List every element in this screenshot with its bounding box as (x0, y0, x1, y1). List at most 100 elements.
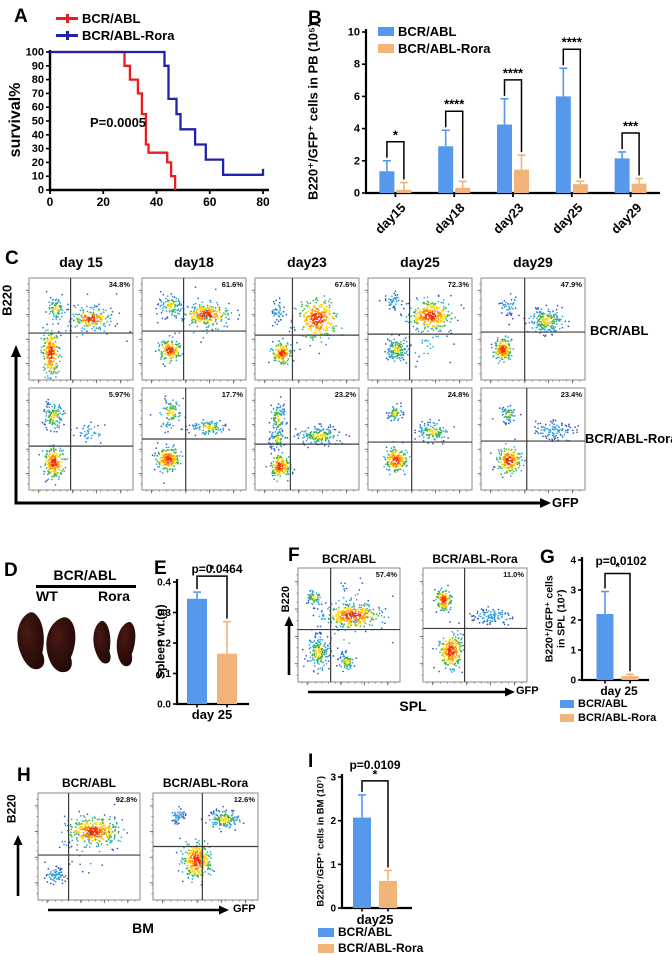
y-tick-label: 0.1 (157, 669, 171, 680)
flow-title-bcrabl-rora: BCR/ABL-Rora (162, 776, 249, 790)
panel-g-pvalue: p=0.0102 (595, 554, 647, 568)
y-tick-label: 20 (32, 157, 44, 169)
col-title-day29: day29 (513, 254, 553, 270)
flow-plot: 47.9% (477, 277, 586, 384)
spleen-photo-item (46, 617, 76, 673)
col-title-day15: day 15 (59, 254, 103, 270)
legend-item-bcrabl-rora: BCR/ABL-Rora (56, 28, 174, 43)
bar (187, 598, 207, 704)
flow-title-bcrabl: BCR/ABL (322, 552, 376, 566)
bar (379, 880, 397, 908)
panel-a-ylabel: survival% (7, 82, 25, 158)
sub-label-rora: Rora (98, 588, 130, 604)
panel-c: 34.8% 61.6% 67.6% 72.3% 47.9% 5.97% 17.7% 23.2%… (0, 245, 672, 537)
x-tick-label: 20 (97, 195, 111, 209)
row-label-bcrabl-rora: BCR/ABL-Rora (585, 431, 672, 446)
legend-swatch (378, 27, 394, 36)
x-tick-label: 40 (150, 195, 164, 209)
col-title-day18: day18 (174, 254, 214, 270)
legend-item-bcrabl: BCR/ABL (56, 11, 174, 26)
y-tick-label: 2 (354, 155, 360, 167)
legend-swatch (318, 927, 334, 937)
y-tick-label: 0 (38, 185, 44, 197)
panel-d: D BCR/ABL WT Rora (0, 555, 152, 720)
y-tick-label: 90 (32, 60, 44, 72)
panel-g-legend: BCR/ABL BCR/ABL-Rora (560, 698, 656, 726)
spleen-photo (17, 612, 136, 673)
y-tick-label: 0.3 (157, 608, 171, 619)
significance-stars: * (615, 560, 620, 574)
y-tick-label: 0 (354, 188, 360, 200)
quadrant-percentage: 92.8% (116, 795, 138, 804)
bar (497, 124, 512, 193)
panel-i: 0 1 2 3 * I p=0.0109 B220⁺/GFP⁺ cells in BM … (300, 745, 510, 955)
y-tick-label: 3 (330, 773, 336, 784)
flow-plot: 92.8% (34, 792, 141, 904)
quadrant-percentage: 23.4% (561, 390, 583, 399)
spl-bar-chart: 0 1 2 3 4 * (570, 556, 649, 687)
y-tick-label: 3 (570, 586, 576, 597)
y-tick-label: 60 (32, 102, 44, 114)
legend-swatch (560, 700, 574, 708)
quadrant-percentage: 47.9% (561, 280, 583, 289)
censor-tick-icon (65, 14, 69, 23)
panel-a: 0 10 20 30 40 50 60 70 80 90 100 0 20 40 60 80 A BCR/AB… (0, 0, 290, 240)
y-tick-label: 70 (32, 88, 44, 100)
panel-b-label: B (308, 8, 322, 29)
flow-plot: 57.4% (294, 567, 401, 686)
flow-plot: 34.8% (25, 277, 134, 384)
bar (353, 817, 371, 908)
survival-curve (50, 50, 177, 190)
flow-plot: 67.6% (251, 277, 360, 384)
significance-stars: **** (562, 35, 583, 50)
flow-plot: 23.4% (477, 387, 586, 494)
survival-marker-red (56, 14, 78, 23)
flow-plot: 24.8% (364, 387, 473, 494)
legend-item-bcrabl-rora: BCR/ABL-Rora (318, 941, 423, 955)
quadrant-percentage: 5.97% (109, 390, 131, 399)
legend-swatch (560, 714, 574, 722)
y-tick-label: 0.2 (157, 639, 171, 650)
quadrant-percentage: 61.6% (222, 280, 244, 289)
right-arrow-icon (540, 498, 551, 508)
col-title-day23: day23 (287, 254, 327, 270)
bar (438, 146, 454, 193)
panel-f-yaxis-label: B220 (279, 586, 292, 613)
legend-item-bcrabl-rora: BCR/ABL-Rora (560, 712, 656, 724)
panel-i-legend: BCR/ABL BCR/ABL-Rora (318, 925, 423, 955)
y-tick-label: 0 (570, 676, 576, 687)
flow-title-bcrabl-rora: BCR/ABL-Rora (432, 552, 518, 566)
quadrant-percentage: 11.0% (503, 570, 524, 579)
flow-title-bcrabl: BCR/ABL (62, 776, 116, 790)
bar (396, 189, 412, 193)
censor-tick-icon (65, 31, 69, 40)
spl-flow: 57.4% 11.0% (284, 567, 528, 697)
bar (596, 614, 614, 680)
quadrant-percentage: 34.8% (109, 280, 131, 289)
significance-stars: *** (623, 118, 639, 133)
quadrant-percentage: 17.7% (222, 390, 244, 399)
panel-f-label: F (288, 545, 300, 566)
y-tick-label: 50 (32, 116, 44, 128)
up-arrow-icon (284, 616, 294, 626)
quadrant-percentage: 12.6% (234, 795, 256, 804)
quadrant-percentage: 67.6% (335, 280, 357, 289)
legend-label: BCR/ABL-Rora (398, 41, 491, 56)
legend-item-bcrabl: BCR/ABL (560, 698, 656, 710)
y-tick-label: 1 (330, 860, 336, 871)
panel-i-pvalue: p=0.0109 (349, 758, 401, 772)
y-tick-label: 80 (32, 74, 44, 86)
quadrant-percentage: 57.4% (376, 570, 398, 579)
x-tick-label: 0 (47, 195, 54, 209)
legend-item-bcrabl-rora: BCR/ABL-Rora (378, 41, 490, 56)
panel-e-pvalue: p=0.0464 (191, 562, 243, 576)
sub-label-wt: WT (36, 588, 58, 604)
panel-a-pvalue: P=0.0005 (90, 115, 147, 130)
panel-b-ylabel: B220⁺/GFP⁺ cells in PB (10⁵) (305, 22, 321, 200)
legend-label: BCR/ABL (338, 925, 392, 939)
legend-label: BCR/ABL-Rora (338, 941, 424, 955)
panel-a-legend: BCR/ABL BCR/ABL-Rora (56, 11, 174, 45)
y-tick-label: 10 (32, 171, 44, 183)
